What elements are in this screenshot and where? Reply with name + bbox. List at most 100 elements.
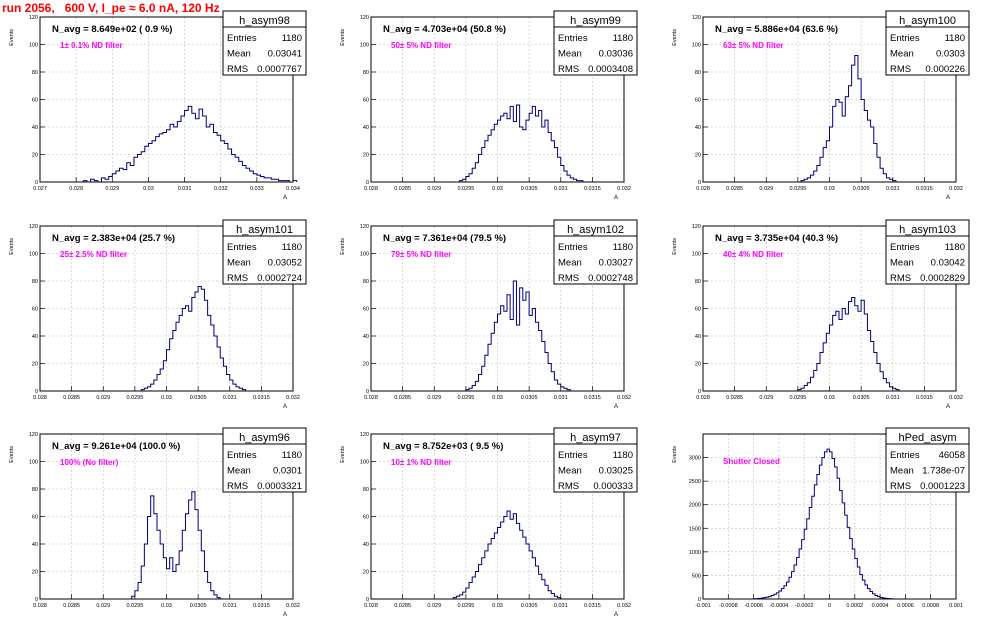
- x-tick-label: 0.0305: [521, 395, 538, 401]
- y-tick-label: 60: [363, 515, 369, 521]
- histogram-name: h_asym101: [236, 224, 293, 236]
- x-tick-label: 0.029: [759, 186, 773, 192]
- y-tick-label: 100: [29, 252, 38, 258]
- stats-label: Entries: [558, 33, 588, 44]
- y-tick-label: 0: [366, 597, 369, 603]
- pad-h_asym96: 0.028 0.0285 0.029 0.0295 0.03 0.0305 0.031 0.0…: [9, 427, 307, 618]
- stats-value: 0.0303: [936, 49, 965, 60]
- x-axis-label: A: [283, 195, 287, 201]
- x-axis-label: A: [946, 404, 950, 410]
- navg-label: N_avg = 7.361e+04 (79.5 %): [383, 233, 506, 244]
- x-tick-label: 0.0008: [922, 603, 939, 609]
- x-tick-label: 0.0305: [521, 186, 538, 192]
- histogram-line: [452, 510, 562, 599]
- stats-value: 0.03036: [599, 49, 633, 60]
- x-tick-label: 0.028: [696, 186, 710, 192]
- y-tick-label: 1000: [689, 550, 701, 556]
- x-tick-label: 0.0295: [457, 603, 474, 609]
- stats-box: [222, 219, 307, 285]
- histogram-name: h_asym100: [899, 15, 956, 27]
- x-tick-label: -0.0004: [770, 603, 789, 609]
- stats-value: 0.03042: [931, 258, 965, 269]
- x-tick-label: 0.0285: [394, 603, 411, 609]
- y-tick-label: 40: [363, 125, 369, 131]
- y-axis-label: Events: [340, 238, 346, 255]
- x-axis-label: A: [614, 612, 618, 618]
- x-tick-label: 0.0305: [190, 395, 207, 401]
- y-tick-label: 100: [29, 460, 38, 466]
- filter-annotation: Shutter Closed: [723, 457, 780, 466]
- x-tick-label: 0.031: [886, 186, 900, 192]
- x-tick-label: 0.0006: [897, 603, 914, 609]
- x-tick-label: 0.03: [824, 395, 835, 401]
- x-tick-label: 0.028: [696, 395, 710, 401]
- y-tick-label: 40: [363, 334, 369, 340]
- x-tick-label: 0.031: [178, 186, 192, 192]
- y-tick-label: 80: [695, 279, 701, 285]
- histogram-line: [797, 297, 900, 391]
- stats-label: Mean: [227, 466, 251, 477]
- histogram-line: [131, 491, 221, 599]
- y-tick-label: 40: [32, 125, 38, 131]
- stats-label: Mean: [558, 466, 582, 477]
- stats-label: Mean: [890, 466, 914, 477]
- pad-h_asym103: 0.028 0.0285 0.029 0.0295 0.03 0.0305 0.031 0.0…: [672, 219, 970, 410]
- x-tick-label: 0.031: [223, 603, 237, 609]
- y-tick-label: 20: [695, 362, 701, 368]
- histogram-name: h_asym97: [570, 432, 621, 444]
- x-tick-label: 0.029: [427, 186, 441, 192]
- x-tick-label: 0.032: [949, 395, 963, 401]
- y-tick-label: 0: [35, 389, 38, 395]
- x-tick-label: 0.033: [250, 186, 264, 192]
- stats-label: Mean: [890, 258, 914, 269]
- stats-value: 0.03027: [599, 258, 633, 269]
- y-tick-label: 60: [695, 307, 701, 313]
- y-tick-label: 120: [29, 432, 38, 438]
- y-tick-label: 100: [360, 460, 369, 466]
- y-tick-label: 40: [32, 334, 38, 340]
- y-tick-label: 80: [363, 487, 369, 493]
- y-tick-label: 120: [360, 432, 369, 438]
- y-tick-label: 60: [363, 98, 369, 104]
- navg-label: N_avg = 4.703e+04 (50.8 %): [383, 24, 506, 35]
- x-tick-label: 0.0295: [126, 395, 143, 401]
- y-tick-label: 1500: [689, 526, 701, 532]
- y-tick-label: 500: [692, 573, 701, 579]
- x-tick-label: -0.0006: [744, 603, 763, 609]
- pad-h_asym99: 0.028 0.0285 0.029 0.0295 0.03 0.0305 0.031 0.0…: [340, 10, 638, 201]
- stats-label: Entries: [890, 33, 920, 44]
- stats-value: 0.0007767: [257, 64, 302, 75]
- x-tick-label: 0.028: [364, 186, 378, 192]
- x-tick-label: 0.0315: [253, 395, 270, 401]
- x-tick-label: 0.03: [824, 186, 835, 192]
- y-tick-label: 120: [29, 224, 38, 230]
- pad-hPed_asym: -0.001 -0.0008 -0.0006 -0.0004 -0.0002 0 0.000…: [672, 427, 970, 609]
- stats-value: 0.0003321: [257, 481, 302, 492]
- y-tick-label: 100: [360, 252, 369, 258]
- y-tick-label: 20: [32, 362, 38, 368]
- y-tick-label: 0: [698, 389, 701, 395]
- y-tick-label: 20: [363, 362, 369, 368]
- histogram-name: h_asym102: [567, 224, 624, 236]
- x-tick-label: 0.0295: [126, 603, 143, 609]
- histogram-line: [800, 55, 897, 182]
- x-tick-label: 0.0315: [916, 395, 933, 401]
- x-tick-label: 0.028: [33, 395, 47, 401]
- y-tick-label: 20: [363, 570, 369, 576]
- y-axis-label: Events: [672, 446, 678, 463]
- y-tick-label: 100: [692, 252, 701, 258]
- x-tick-label: 0.028: [364, 395, 378, 401]
- y-tick-label: 100: [692, 43, 701, 49]
- stats-label: RMS: [227, 273, 248, 284]
- x-tick-label: 0.0315: [584, 603, 601, 609]
- y-tick-label: 80: [363, 279, 369, 285]
- y-tick-label: 100: [29, 43, 38, 49]
- stats-value: 0.0002829: [920, 273, 965, 284]
- y-tick-label: 20: [32, 570, 38, 576]
- stats-box: [553, 427, 638, 493]
- x-tick-label: 0.0305: [853, 186, 870, 192]
- x-tick-label: 0.029: [105, 186, 119, 192]
- x-tick-label: 0.001: [949, 603, 963, 609]
- stats-label: Mean: [558, 258, 582, 269]
- navg-label: N_avg = 2.383e+04 (25.7 %): [52, 233, 175, 244]
